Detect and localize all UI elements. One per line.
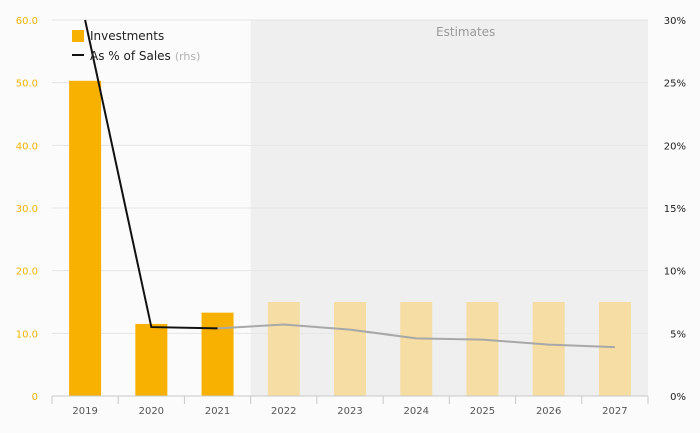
percent-line-actual xyxy=(84,19,218,330)
right-tick-label: 10% xyxy=(664,267,686,278)
x-axis-ticks: 2019 2020 2021 2022 2023 2024 2025 2026 2027 xyxy=(51,396,649,417)
bar-2025 xyxy=(466,302,499,396)
bar-2021 xyxy=(201,312,234,396)
x-tick-label: 2020 xyxy=(139,406,164,417)
bar-2026 xyxy=(532,302,565,396)
investment-bars xyxy=(69,80,631,396)
left-tick-label: 20.0 xyxy=(16,267,38,278)
left-axis-ticks: 0 10.0 20.0 30.0 40.0 50.0 60.0 xyxy=(16,16,38,403)
bar-2019 xyxy=(69,80,102,396)
legend-investments-swatch xyxy=(72,30,84,42)
right-tick-label: 30% xyxy=(664,16,686,27)
right-tick-label: 20% xyxy=(664,141,686,152)
right-axis-ticks: 0% 5% 10% 15% 20% 25% 30% xyxy=(664,16,686,403)
legend-percent-suffix: (rhs) xyxy=(175,50,201,63)
right-tick-label: 25% xyxy=(664,79,686,90)
bar-2020 xyxy=(135,323,168,396)
legend-percent-name: As % of Sales xyxy=(90,49,171,63)
bar-2027 xyxy=(598,302,631,396)
legend-investments-label: Investments xyxy=(90,29,164,43)
legend: Investments As % of Sales (rhs) xyxy=(72,29,200,63)
x-tick-label: 2024 xyxy=(403,406,428,417)
x-tick-label: 2027 xyxy=(602,406,627,417)
x-tick-label: 2023 xyxy=(337,406,362,417)
bar-2024 xyxy=(400,302,433,396)
left-tick-label: 40.0 xyxy=(16,141,38,152)
bar-2023 xyxy=(334,302,366,396)
estimates-label: Estimates xyxy=(436,25,495,39)
left-tick-label: 30.0 xyxy=(16,204,38,215)
x-tick-label: 2022 xyxy=(271,406,296,417)
right-tick-label: 5% xyxy=(670,329,686,340)
left-tick-label: 50.0 xyxy=(16,79,38,90)
percent-line-estimate xyxy=(217,323,615,349)
right-tick-label: 15% xyxy=(664,204,686,215)
bar-2022 xyxy=(267,302,300,396)
left-tick-label: 60.0 xyxy=(16,16,38,27)
right-tick-label: 0% xyxy=(670,392,686,403)
legend-percent-label: As % of Sales (rhs) xyxy=(90,49,200,63)
x-tick-label: 2019 xyxy=(72,406,97,417)
left-tick-label: 0 xyxy=(32,392,38,403)
left-tick-label: 10.0 xyxy=(16,329,38,340)
x-tick-label: 2025 xyxy=(470,406,495,417)
percent-of-sales-line xyxy=(84,19,615,349)
x-tick-label: 2026 xyxy=(536,406,561,417)
x-tick-label: 2021 xyxy=(205,406,230,417)
